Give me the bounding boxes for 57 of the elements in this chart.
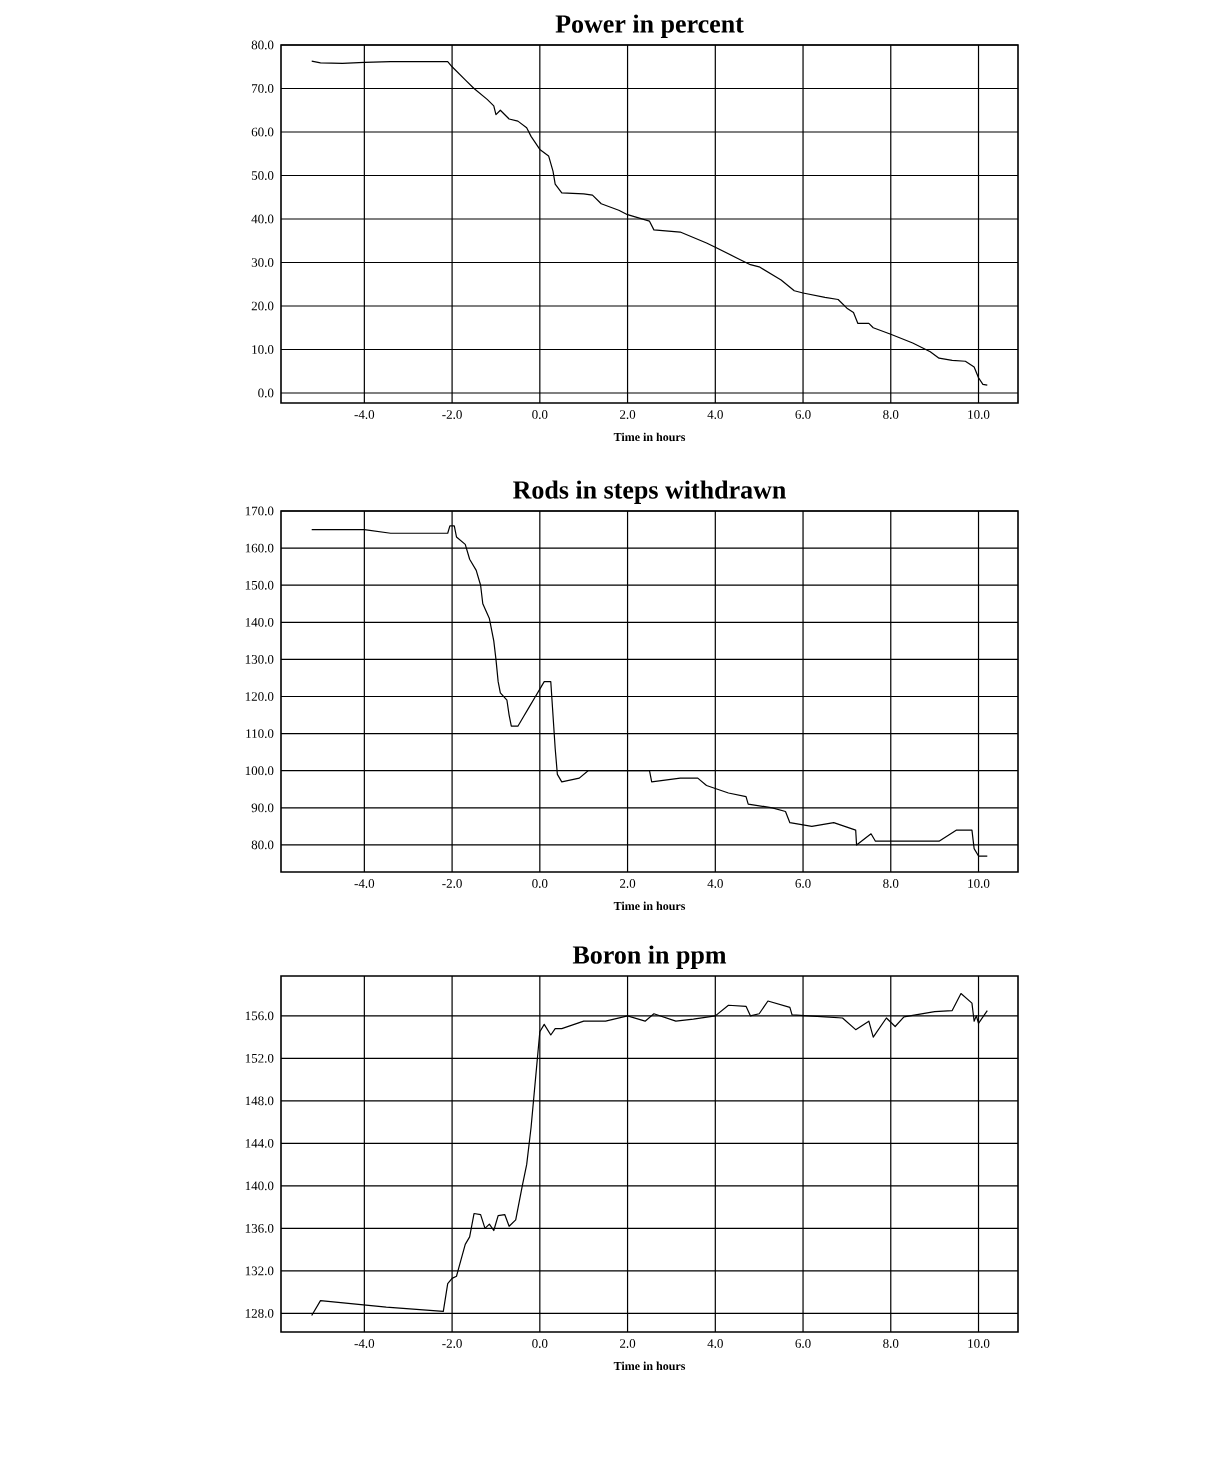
y-tick-label: 132.0 (245, 1266, 274, 1276)
y-tick-label: 70.0 (252, 84, 274, 93)
x-tick-label: 4.0 (707, 1339, 723, 1348)
x-tick-label: 10.0 (968, 410, 990, 419)
x-axis-title: Time in hours (613, 1361, 686, 1371)
y-tick-label: 90.0 (251, 803, 274, 813)
chart-title: Boron in ppm (572, 945, 727, 969)
x-axis-title: Time in hours (613, 901, 686, 911)
x-tick-label: 8.0 (883, 410, 899, 419)
x-tick-label: -4.0 (354, 410, 375, 419)
x-tick-label: -2.0 (442, 879, 462, 888)
x-tick-label: -4.0 (354, 879, 375, 888)
x-tick-label: 2.0 (620, 1339, 636, 1348)
y-tick-label: 10.0 (252, 345, 274, 354)
x-tick-label: -4.0 (354, 1339, 375, 1348)
x-tick-label: 6.0 (795, 1339, 811, 1348)
y-tick-label: 140.0 (245, 617, 274, 627)
y-tick-label: 60.0 (251, 127, 274, 137)
x-tick-label: 0.0 (532, 1339, 548, 1348)
y-tick-label: 150.0 (245, 580, 274, 590)
y-tick-label: 110.0 (246, 729, 274, 739)
y-tick-label: 170.0 (245, 506, 274, 516)
y-tick-label: 156.0 (245, 1011, 274, 1021)
x-tick-label: 0.0 (532, 879, 548, 888)
x-axis-title: Time in hours (613, 432, 686, 442)
y-tick-label: 40.0 (251, 214, 274, 224)
y-tick-label: 80.0 (251, 840, 274, 850)
x-tick-label: 8.0 (883, 1339, 899, 1348)
x-tick-label: 4.0 (707, 879, 723, 888)
y-tick-label: 20.0 (251, 301, 274, 311)
x-tick-label: 0.0 (532, 410, 548, 419)
y-tick-label: 130.0 (245, 655, 274, 664)
x-tick-label: 6.0 (795, 410, 811, 419)
y-tick-label: 100.0 (245, 766, 274, 776)
chart-title: Power in percent (555, 14, 744, 38)
x-tick-label: 4.0 (707, 410, 723, 419)
y-tick-label: 140.0 (245, 1181, 274, 1191)
x-tick-label: 2.0 (620, 410, 636, 419)
y-tick-label: 50.0 (251, 171, 274, 180)
y-tick-label: 136.0 (245, 1224, 274, 1233)
y-tick-label: 0.0 (258, 388, 274, 398)
y-tick-label: 152.0 (245, 1053, 274, 1063)
x-tick-label: 2.0 (620, 879, 636, 888)
y-tick-label: 144.0 (245, 1138, 274, 1148)
y-tick-label: 128.0 (245, 1309, 274, 1318)
x-tick-label: 8.0 (883, 879, 899, 888)
x-tick-label: 10.0 (968, 1339, 990, 1348)
x-tick-label: 10.0 (968, 879, 990, 888)
chart-title: Rods in steps withdrawn (513, 480, 786, 504)
y-tick-label: 160.0 (245, 543, 274, 553)
y-tick-label: 148.0 (245, 1096, 274, 1106)
y-tick-label: 120.0 (245, 692, 274, 701)
y-tick-label: 30.0 (251, 258, 274, 267)
x-tick-label: -2.0 (442, 1339, 462, 1348)
x-tick-label: 6.0 (795, 879, 811, 888)
x-tick-label: -2.0 (442, 410, 462, 419)
y-tick-label: 80.0 (251, 40, 274, 50)
